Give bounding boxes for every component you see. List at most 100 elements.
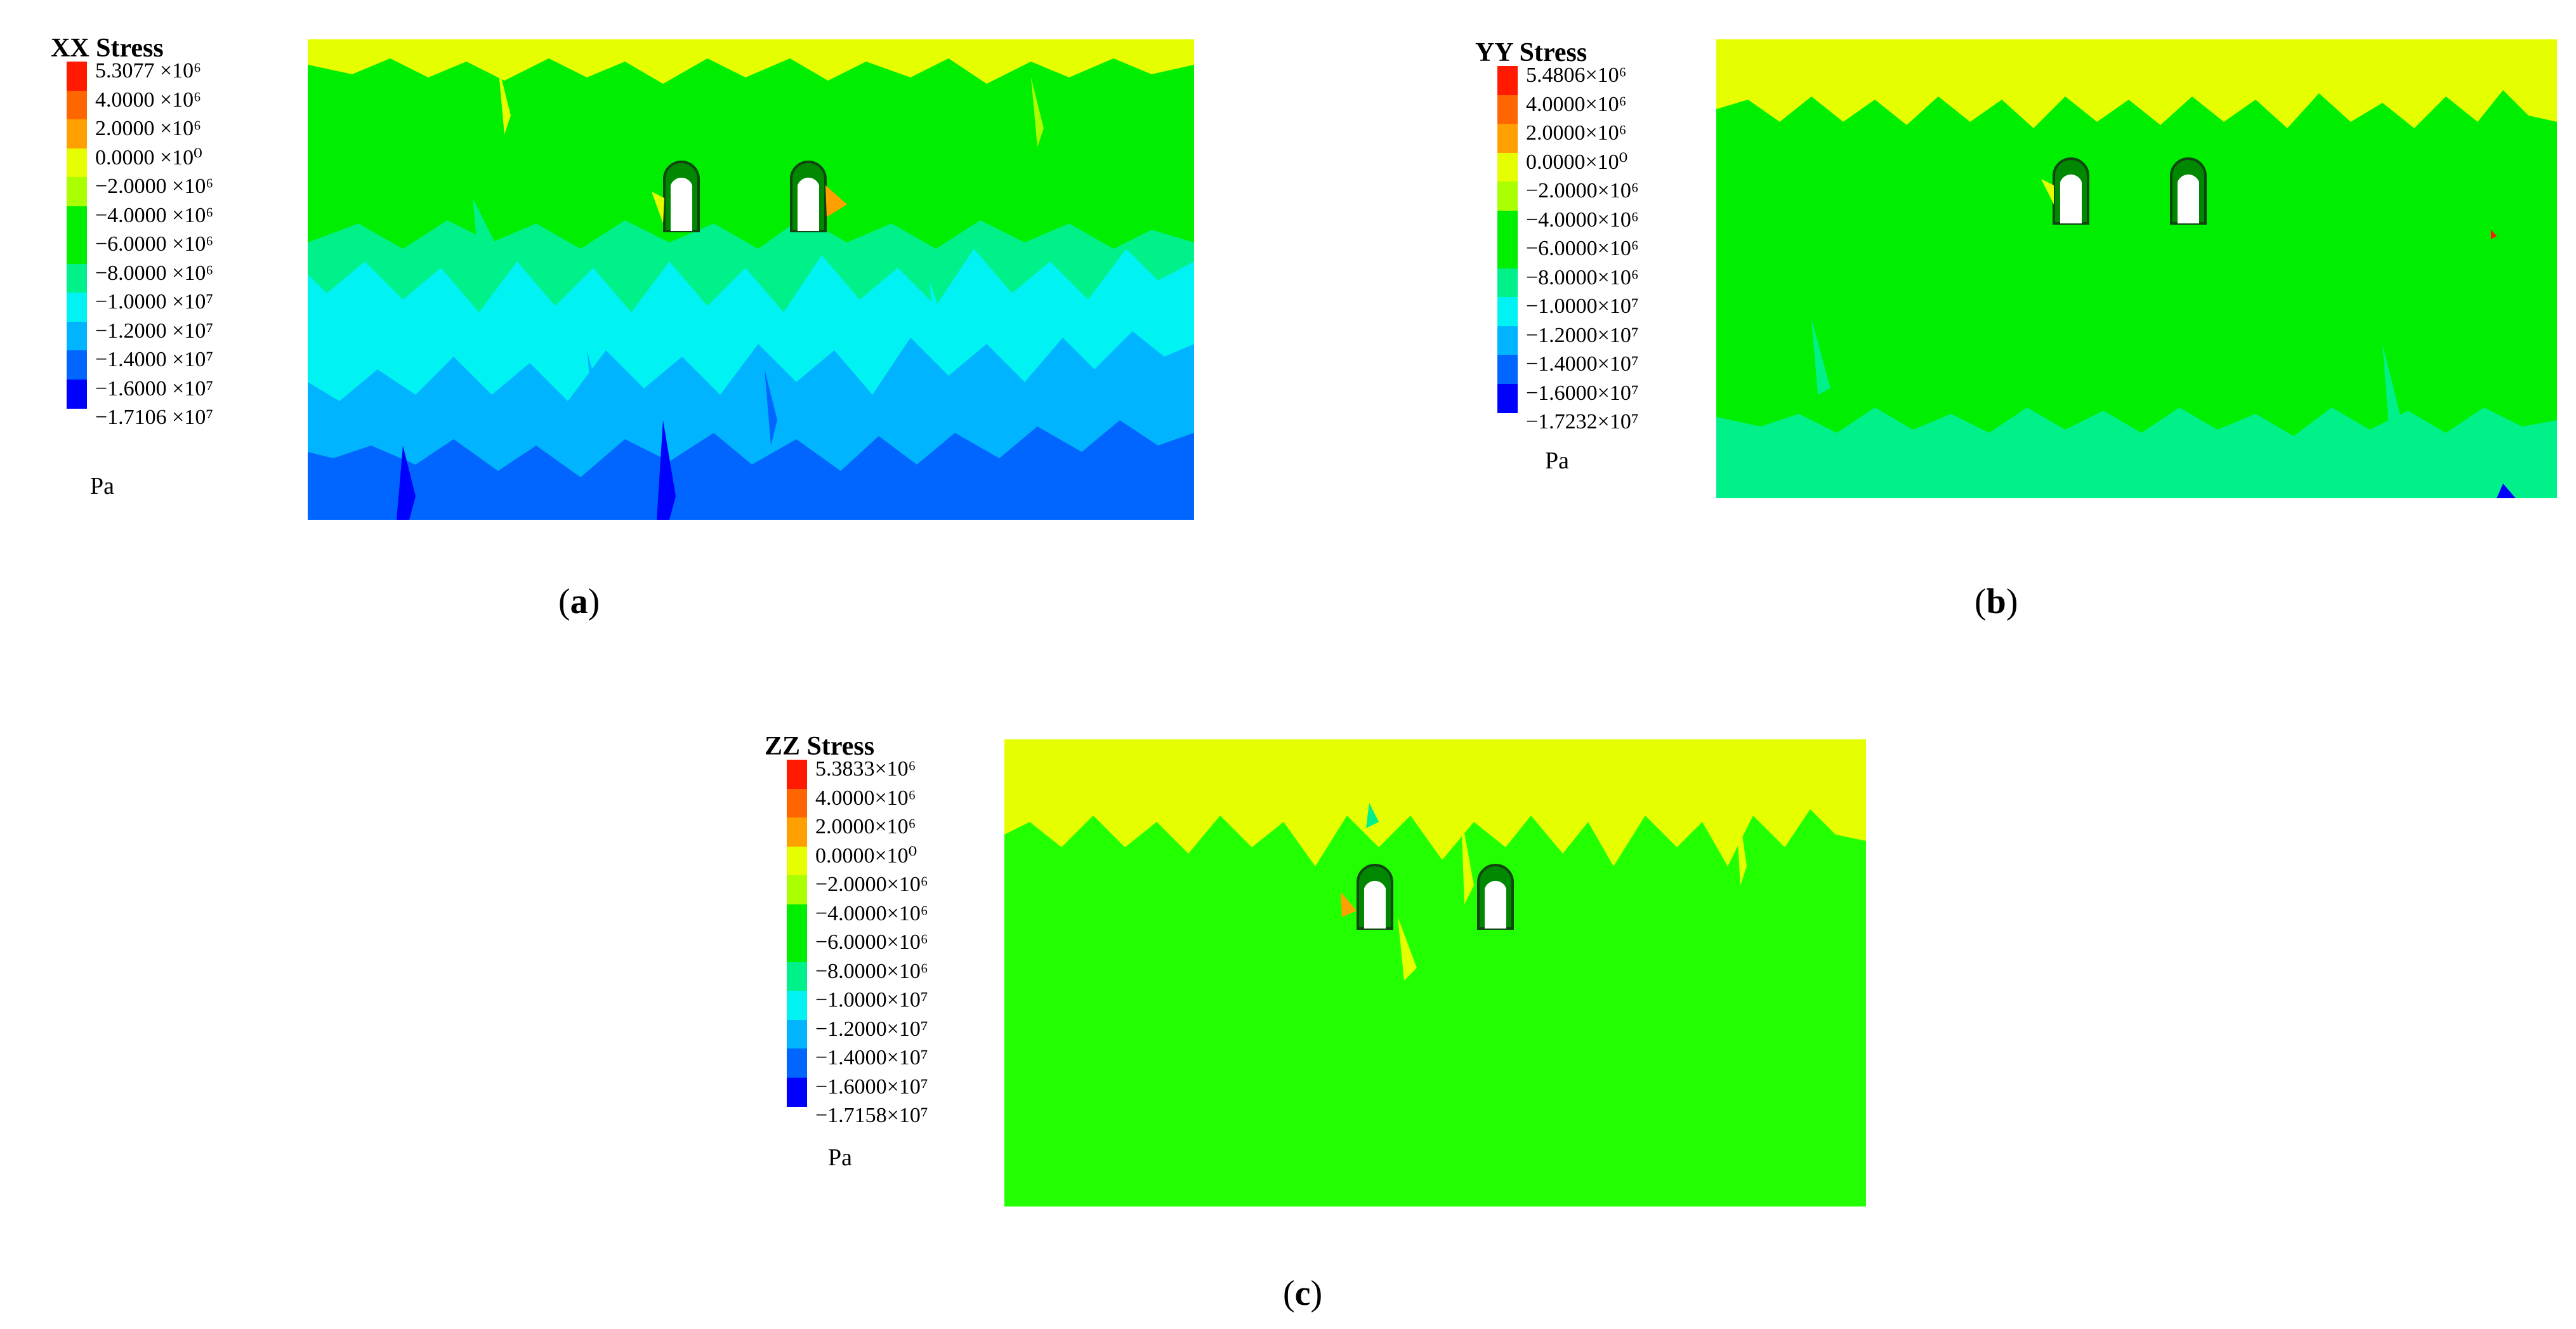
legend-swatch bbox=[67, 177, 87, 207]
legend-label: 0.0000 ×10⁰ bbox=[95, 145, 202, 169]
legend-label: −1.7232×10⁷ bbox=[1526, 410, 1639, 433]
legend-title-c: ZZ Stress bbox=[765, 732, 875, 761]
legend-label: −2.0000×10⁶ bbox=[1526, 179, 1639, 202]
legend-swatch bbox=[67, 235, 87, 265]
legend-swatch bbox=[787, 1019, 807, 1049]
legend-label: −1.4000 ×10⁷ bbox=[95, 348, 214, 371]
legend-label: −1.2000 ×10⁷ bbox=[95, 319, 214, 343]
legend-label: −1.4000×10⁷ bbox=[1526, 352, 1639, 376]
legend-label: 4.0000 ×10⁶ bbox=[95, 88, 202, 112]
spikes-yy bbox=[1811, 230, 2516, 498]
legend-label: −1.2000×10⁷ bbox=[815, 1017, 928, 1041]
legend-label: −2.0000 ×10⁶ bbox=[95, 175, 214, 198]
legend-label: −1.6000×10⁷ bbox=[815, 1074, 928, 1099]
caption-c: (c) bbox=[1283, 1274, 1323, 1313]
legend-unit-a: Pa bbox=[90, 473, 114, 499]
legend-unit-b: Pa bbox=[1545, 447, 1569, 474]
legend-swatch bbox=[787, 846, 807, 876]
legend-swatch bbox=[787, 962, 807, 991]
band-yellow bbox=[1004, 739, 1866, 866]
legend-label: 0.0000×10⁰ bbox=[1526, 150, 1628, 174]
caption-letter-b: b bbox=[1986, 582, 2006, 621]
legend-label: 4.0000×10⁶ bbox=[815, 786, 916, 810]
tunnel-left-yy bbox=[2041, 157, 2089, 225]
band-yellow bbox=[308, 39, 1194, 84]
tunnel-right-zz bbox=[1477, 864, 1514, 930]
legend-swatch bbox=[1497, 66, 1518, 96]
legend-label: 0.0000×10⁰ bbox=[815, 843, 917, 868]
legend-label: 5.4806×10⁶ bbox=[1526, 63, 1627, 87]
legend-title-a: XX Stress bbox=[51, 34, 164, 63]
legend-label: 5.3833×10⁶ bbox=[815, 757, 916, 781]
legend-swatch bbox=[67, 148, 87, 178]
legend-swatch bbox=[67, 119, 87, 149]
legend-swatch bbox=[67, 62, 87, 91]
legend-label: −1.6000×10⁷ bbox=[1526, 381, 1639, 405]
tunnel-right-xx bbox=[790, 161, 847, 232]
legend-swatch bbox=[1497, 326, 1518, 355]
legend-label: −8.0000×10⁶ bbox=[815, 959, 928, 983]
legend-label: −6.0000×10⁶ bbox=[815, 930, 928, 954]
band-green bbox=[308, 39, 1194, 249]
legend-swatch bbox=[67, 350, 87, 380]
caption-a: (a) bbox=[558, 582, 600, 621]
legend-swatch bbox=[787, 904, 807, 934]
legend-label: −1.2000×10⁷ bbox=[1526, 323, 1639, 347]
legend-swatch bbox=[787, 875, 807, 905]
legend-swatch bbox=[1497, 210, 1518, 240]
legend-label: 2.0000×10⁶ bbox=[815, 815, 916, 838]
legend-unit-c: Pa bbox=[828, 1144, 852, 1171]
contour-plot-yy bbox=[1716, 39, 2557, 498]
legend-label: −6.0000×10⁶ bbox=[1526, 237, 1639, 260]
band-green bbox=[1716, 39, 2557, 436]
legend-swatch bbox=[67, 90, 87, 120]
legend-label: −4.0000×10⁶ bbox=[1526, 208, 1639, 232]
legend-swatch bbox=[67, 263, 87, 293]
legend-swatch bbox=[787, 933, 807, 963]
legend-swatch bbox=[67, 321, 87, 351]
caption-letter-c: c bbox=[1294, 1274, 1311, 1313]
legend-swatch bbox=[1497, 182, 1518, 211]
legend-label: −8.0000 ×10⁶ bbox=[95, 261, 214, 285]
legend-label: 4.0000×10⁶ bbox=[1526, 92, 1627, 116]
legend-swatch bbox=[1497, 355, 1518, 385]
legend-label: −8.0000×10⁶ bbox=[1526, 265, 1639, 289]
legend-swatch bbox=[1497, 383, 1518, 413]
legend-label: −1.0000 ×10⁷ bbox=[95, 290, 214, 314]
legend-swatch bbox=[1497, 268, 1518, 298]
band-yellow bbox=[1716, 39, 2557, 128]
legend-swatch bbox=[1497, 297, 1518, 327]
legend-swatch bbox=[1497, 95, 1518, 124]
legend-swatch bbox=[787, 817, 807, 847]
legend-label: 2.0000 ×10⁶ bbox=[95, 117, 202, 140]
legend-label: −2.0000×10⁶ bbox=[815, 873, 928, 896]
contour-plot-zz bbox=[1004, 739, 1866, 1207]
legend-label: −4.0000 ×10⁶ bbox=[95, 203, 214, 227]
legend-label: −1.0000×10⁷ bbox=[1526, 294, 1639, 318]
legend-label: −1.7106 ×10⁷ bbox=[95, 406, 214, 429]
tunnel-right-yy bbox=[2170, 157, 2207, 225]
spikes-xx bbox=[397, 65, 1044, 520]
legend-label: −1.0000×10⁷ bbox=[815, 988, 928, 1012]
legend-label: −6.0000 ×10⁶ bbox=[95, 232, 214, 256]
legend-swatch bbox=[787, 788, 807, 818]
legend-swatch bbox=[787, 760, 807, 790]
legend-swatch bbox=[1497, 152, 1518, 182]
legend-swatch bbox=[67, 379, 87, 409]
legend-swatch bbox=[1497, 124, 1518, 154]
legend-swatch bbox=[67, 293, 87, 322]
legend-swatch bbox=[787, 991, 807, 1021]
caption-letter-a: a bbox=[570, 582, 588, 621]
legend-label: 5.3077 ×10⁶ bbox=[95, 59, 202, 83]
tunnel-left-zz bbox=[1357, 864, 1393, 930]
legend-label: −1.7158×10⁷ bbox=[815, 1104, 928, 1127]
legend-label: −1.4000×10⁷ bbox=[815, 1046, 928, 1069]
legend-swatch bbox=[787, 1048, 807, 1078]
legend-swatch bbox=[787, 1077, 807, 1107]
contour-plot-xx bbox=[308, 39, 1194, 520]
legend-label: −4.0000×10⁶ bbox=[815, 901, 928, 925]
tunnel-left-xx bbox=[652, 161, 700, 232]
caption-b: (b) bbox=[1975, 582, 2018, 621]
spikes-zz bbox=[1341, 777, 1747, 981]
legend-title-b: YY Stress bbox=[1475, 38, 1587, 67]
